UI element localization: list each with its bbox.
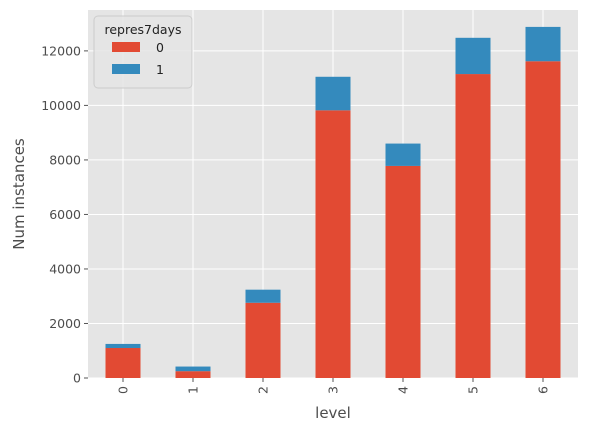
legend-title: repres7days (104, 22, 181, 37)
legend-swatch-0 (112, 42, 140, 52)
bar-level-2-series-0 (245, 302, 281, 378)
y-tick-label: 2000 (49, 316, 81, 331)
y-tick-label: 6000 (49, 207, 81, 222)
x-axis-label: level (315, 404, 351, 422)
bar-level-5-series-0 (455, 74, 491, 378)
legend: repres7days 0 1 (93, 15, 193, 89)
x-tick-label: 3 (326, 386, 341, 394)
bar-level-0-series-0 (105, 348, 141, 378)
y-tick-label: 0 (73, 371, 81, 386)
legend-swatch-1 (112, 64, 140, 74)
bar-level-1-series-1 (175, 366, 211, 372)
bar-level-6-series-0 (525, 61, 561, 378)
y-tick-label: 12000 (41, 43, 81, 58)
y-axis-label: Num instances (10, 138, 28, 250)
bar-level-5-series-1 (455, 37, 491, 75)
bar-level-6-series-1 (525, 26, 561, 62)
bar-level-2-series-1 (245, 289, 281, 303)
y-tick-label: 8000 (49, 152, 81, 167)
bar-level-3-series-0 (315, 110, 351, 378)
x-tick-label: 6 (536, 386, 551, 394)
legend-entry-0: 0 (156, 40, 164, 55)
bar-level-0-series-1 (105, 343, 141, 349)
bars (105, 26, 561, 378)
x-tick-label: 5 (466, 386, 481, 394)
bar-level-1-series-0 (175, 371, 211, 378)
x-tick-label: 0 (116, 386, 131, 394)
x-tick-label: 1 (186, 386, 201, 394)
y-axis-ticks: 0 2000 4000 6000 8000 10000 12000 (41, 43, 88, 386)
x-tick-label: 2 (256, 386, 271, 394)
bar-level-4-series-1 (385, 143, 421, 166)
y-tick-label: 4000 (49, 261, 81, 276)
bar-level-4-series-0 (385, 165, 421, 378)
y-tick-label: 10000 (41, 98, 81, 113)
bar-level-3-series-1 (315, 76, 351, 111)
x-axis-ticks: 0 1 2 3 4 5 6 (116, 378, 551, 394)
x-tick-label: 4 (396, 386, 411, 394)
legend-entry-1: 1 (156, 62, 164, 77)
